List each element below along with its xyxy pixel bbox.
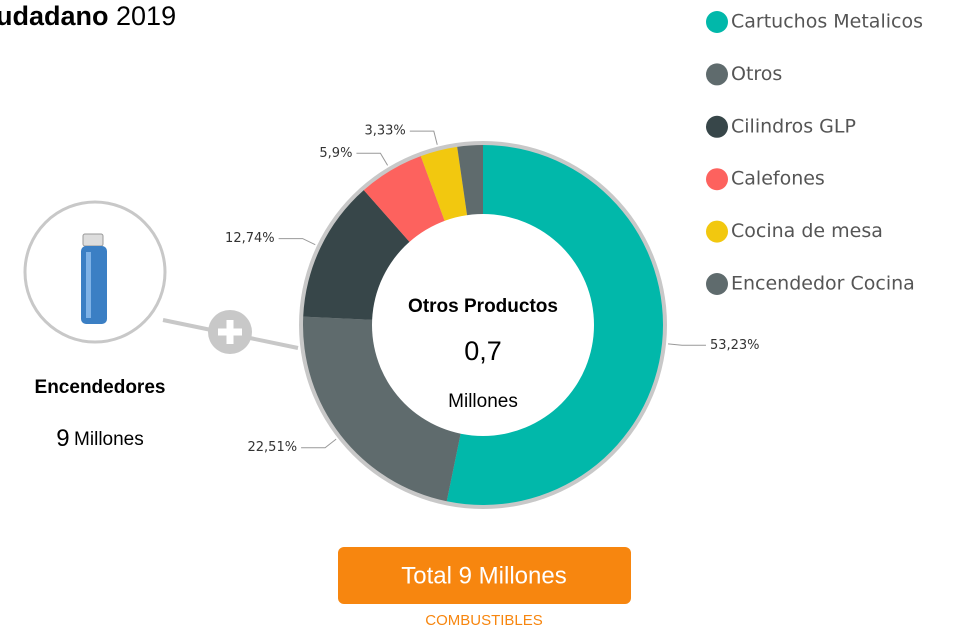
legend-marker (706, 115, 728, 138)
slice (446, 145, 663, 505)
leader-line (409, 130, 438, 145)
leader-line (667, 343, 706, 346)
data-label: 3,33% (364, 124, 405, 139)
slice (420, 146, 468, 222)
legend-label: Cocina de mesa (731, 220, 883, 242)
side-unit: Millones (74, 429, 144, 450)
legend-label: Cartuchos Metalicos (731, 11, 923, 33)
legend-marker (706, 168, 728, 191)
total-label: Total 9 Millones (401, 562, 566, 589)
slice (457, 145, 483, 217)
center-unit: Millones (448, 391, 518, 412)
legend-marker (706, 273, 728, 295)
legend-label: Otros (731, 63, 782, 85)
title-year: 2019 (116, 1, 176, 31)
legend-label: Cilindros GLP (731, 115, 856, 137)
title: udadano 2019 (0, 1, 176, 31)
legend-label: Encendedor Cocina (731, 273, 915, 295)
legend-marker (706, 11, 728, 33)
center-value: 0,7 (464, 336, 502, 366)
data-label: 12,74% (225, 231, 275, 246)
side-title: Encendedores (35, 377, 166, 398)
title-bold: udadano (0, 1, 109, 31)
data-label: 22,51% (248, 440, 298, 455)
side-value: 9 Millones (56, 425, 144, 452)
donut-hole (372, 214, 594, 436)
lighter-icon (81, 233, 107, 324)
legend-marker (706, 220, 728, 243)
leader-line (356, 152, 389, 166)
slice (363, 156, 445, 243)
data-label: 53,23% (710, 338, 760, 353)
slice (303, 190, 411, 320)
data-label: 5,9% (319, 146, 352, 161)
leader-line (278, 238, 316, 246)
total-button[interactable] (338, 547, 631, 604)
plus-sign (218, 320, 242, 344)
legend-label: Calefones (731, 168, 825, 190)
center-title: Otros Productos (408, 296, 558, 317)
leader-line (301, 438, 337, 449)
slice (302, 316, 461, 502)
legend-marker (706, 63, 728, 86)
side-number: 9 (56, 425, 69, 452)
caption: COMBUSTIBLES (425, 612, 543, 629)
donut (302, 145, 663, 505)
